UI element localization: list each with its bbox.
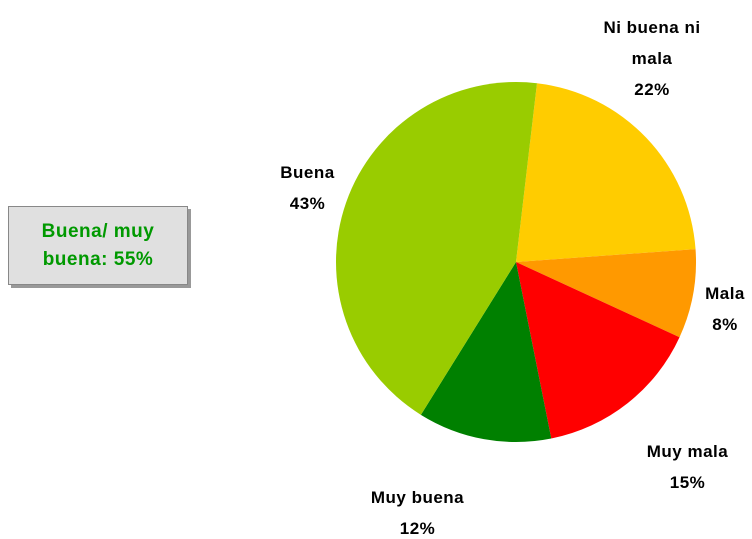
- pie-slice: [516, 83, 696, 263]
- slice-label: Buena 43%: [255, 157, 360, 219]
- value-label: 43%: [289, 194, 326, 213]
- slice-label: Muy mala 15%: [620, 436, 752, 498]
- value-label: 12%: [399, 519, 436, 538]
- category-label: Muy mala: [646, 442, 729, 461]
- category-label: Mala: [705, 284, 745, 303]
- pie-slice: [336, 81, 538, 415]
- category-label: Ni buena ni mala: [603, 18, 701, 68]
- slice-label: Ni buena ni mala 22%: [597, 12, 707, 105]
- slice-label: Muy buena 12%: [345, 482, 490, 539]
- slice-label: Mala 8%: [690, 278, 752, 340]
- annotation-text: Buena/ muy buena: 55%: [41, 220, 155, 270]
- pie-slice: [420, 262, 552, 443]
- annotation: Buena/ muy buena: 55%: [8, 206, 188, 285]
- pie-slice: [516, 262, 680, 439]
- value-label: 8%: [712, 315, 738, 334]
- category-label: Buena: [280, 163, 335, 182]
- pie-slice: [516, 249, 697, 338]
- value-label: 15%: [669, 473, 706, 492]
- category-label: Muy buena: [370, 488, 465, 507]
- value-label: 22%: [634, 80, 670, 99]
